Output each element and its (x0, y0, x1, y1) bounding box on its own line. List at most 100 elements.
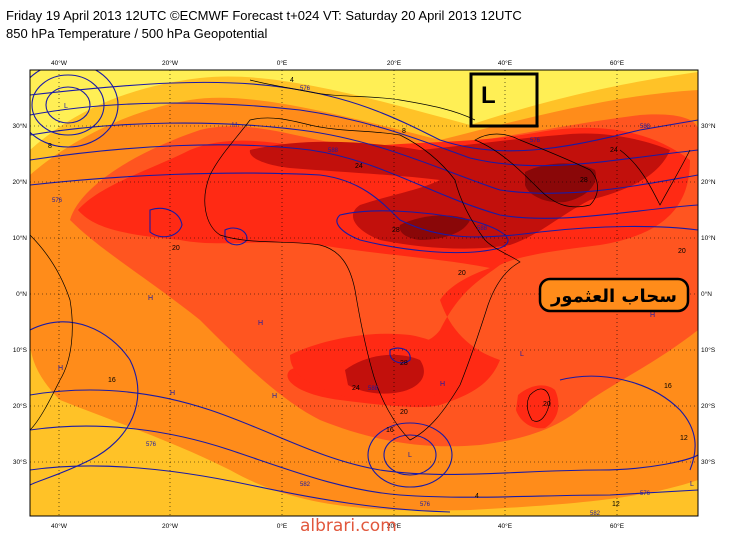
lat-label-right: 20°N (701, 178, 716, 186)
contour-line (30, 321, 139, 486)
axis-labels: 40°W 20°W 0°E 20°E 40°E 60°E 40°W 20°W 0… (12, 59, 715, 530)
lat-label-left: 20°S (13, 402, 28, 410)
lon-label-top: 60°E (610, 59, 625, 67)
high-marker: H (650, 312, 655, 319)
lat-label-left: 20°N (12, 178, 27, 186)
contour-line (559, 375, 696, 471)
lat-label-right: 10°S (701, 346, 716, 354)
coastline-africa (204, 117, 521, 441)
lon-label-bottom: 20°W (162, 522, 179, 530)
temp-band-red-madagascar (516, 385, 559, 429)
contour-line (30, 144, 698, 219)
contour-line (30, 172, 698, 238)
geopotential-label: 576 (640, 491, 651, 497)
lat-label-right: 30°S (701, 458, 716, 466)
lat-label-right: 30°N (701, 122, 716, 130)
lon-label-top: 20°W (162, 59, 179, 67)
lat-label-left: 0°N (16, 290, 27, 298)
high-marker: H (258, 320, 263, 327)
isotherm-label: 24 (355, 163, 363, 170)
high-marker: H (148, 295, 153, 302)
isotherm-label: 28 (400, 360, 408, 367)
high-marker: H (440, 381, 445, 388)
isotherm-label: 20 (543, 401, 551, 408)
arabic-label: سحاب العثمور (550, 286, 677, 307)
isotherm-label: 16 (108, 377, 116, 384)
isotherm-label: 16 (664, 383, 672, 390)
geopotential-label: 588 (328, 148, 339, 154)
contour-line (389, 347, 411, 364)
isotherm-label: 4 (475, 493, 479, 500)
map-frame (29, 69, 699, 517)
contour-circle (30, 70, 119, 148)
coastlines (30, 79, 691, 441)
low-marker: L (64, 103, 68, 110)
lon-label-bottom: 0°E (277, 522, 288, 530)
coastline-madagascar (526, 388, 551, 422)
isotherm-label: 28 (392, 227, 400, 234)
coastline-europe (249, 79, 476, 121)
lat-label-right: 0°N (701, 290, 712, 298)
isotherm-label: 8 (402, 128, 406, 135)
contour-circle (31, 74, 105, 136)
pressure-centres: H H H H H H H H L L L L (58, 103, 694, 488)
arabic-annotation: سحاب العثمور (538, 277, 690, 313)
temp-band-dark-red-north (249, 133, 671, 249)
contour-line (30, 81, 698, 152)
lat-label-left: 30°N (12, 122, 27, 130)
high-marker: H (272, 393, 277, 400)
geopotential-label: 582 (590, 511, 601, 517)
low-marker: L (520, 351, 524, 358)
geopotential-label: 582 (300, 482, 311, 488)
high-marker: H (232, 122, 237, 129)
contour-line (30, 465, 451, 513)
isotherm-label: 8 (48, 143, 52, 150)
lon-label-bottom: 60°E (610, 522, 625, 530)
geopotential-label: 576 (300, 86, 311, 92)
isotherm-label: 20 (458, 270, 466, 277)
low-pressure-annotation: L (469, 72, 539, 128)
watermark: albrari.com (300, 516, 397, 536)
high-marker: H (170, 390, 175, 397)
contour-line (30, 122, 698, 194)
contour-line (30, 389, 698, 475)
contour-line (336, 210, 509, 254)
isotherm-label: 20 (400, 409, 408, 416)
geopotential-label: 576 (146, 442, 157, 448)
geopotential-label: 588 (640, 124, 651, 130)
geopotential-label: 576 (420, 502, 431, 508)
lat-label-left: 30°S (13, 458, 28, 466)
temp-band-dark-red-south (345, 354, 424, 394)
isotherm-label: 28 (580, 177, 588, 184)
low-box-letter: L (481, 82, 496, 109)
contour-circle (383, 434, 437, 476)
isotherm-label: 24 (610, 147, 618, 154)
chart-title: Friday 19 April 2013 12UTC ©ECMWF Foreca… (6, 8, 522, 23)
lat-label-left: 10°N (12, 234, 27, 242)
lon-label-top: 40°W (51, 59, 68, 67)
arabic-label-box (538, 277, 690, 313)
contour-circle (45, 86, 91, 124)
lon-label-top: 40°E (498, 59, 513, 67)
lon-label-bottom: 40°E (498, 522, 513, 530)
isotherm-label: 12 (612, 501, 620, 508)
geopotential-label: 588 (368, 386, 379, 392)
geopotential-label: 576 (530, 138, 541, 144)
low-box (469, 72, 539, 128)
low-marker: L (690, 481, 694, 488)
lat-label-right: 10°N (701, 234, 716, 242)
lat-label-right: 20°S (701, 402, 716, 410)
isotherm-label: 16 (386, 427, 394, 434)
lon-label-top: 0°E (277, 59, 288, 67)
isotherm-labels: 24 28 24 28 20 20 20 28 24 20 20 16 16 1… (48, 77, 688, 508)
contour-circle (367, 422, 453, 488)
geopotential-label: 576 (52, 198, 63, 204)
high-marker: H (58, 365, 63, 372)
isotherm-label: 20 (678, 248, 686, 255)
contour-line (30, 425, 698, 498)
contour-line (30, 102, 698, 167)
coastline-arabia (474, 133, 598, 208)
contour-line (224, 227, 248, 246)
coastline-south-america (30, 234, 73, 431)
temperature-field (30, 70, 698, 516)
